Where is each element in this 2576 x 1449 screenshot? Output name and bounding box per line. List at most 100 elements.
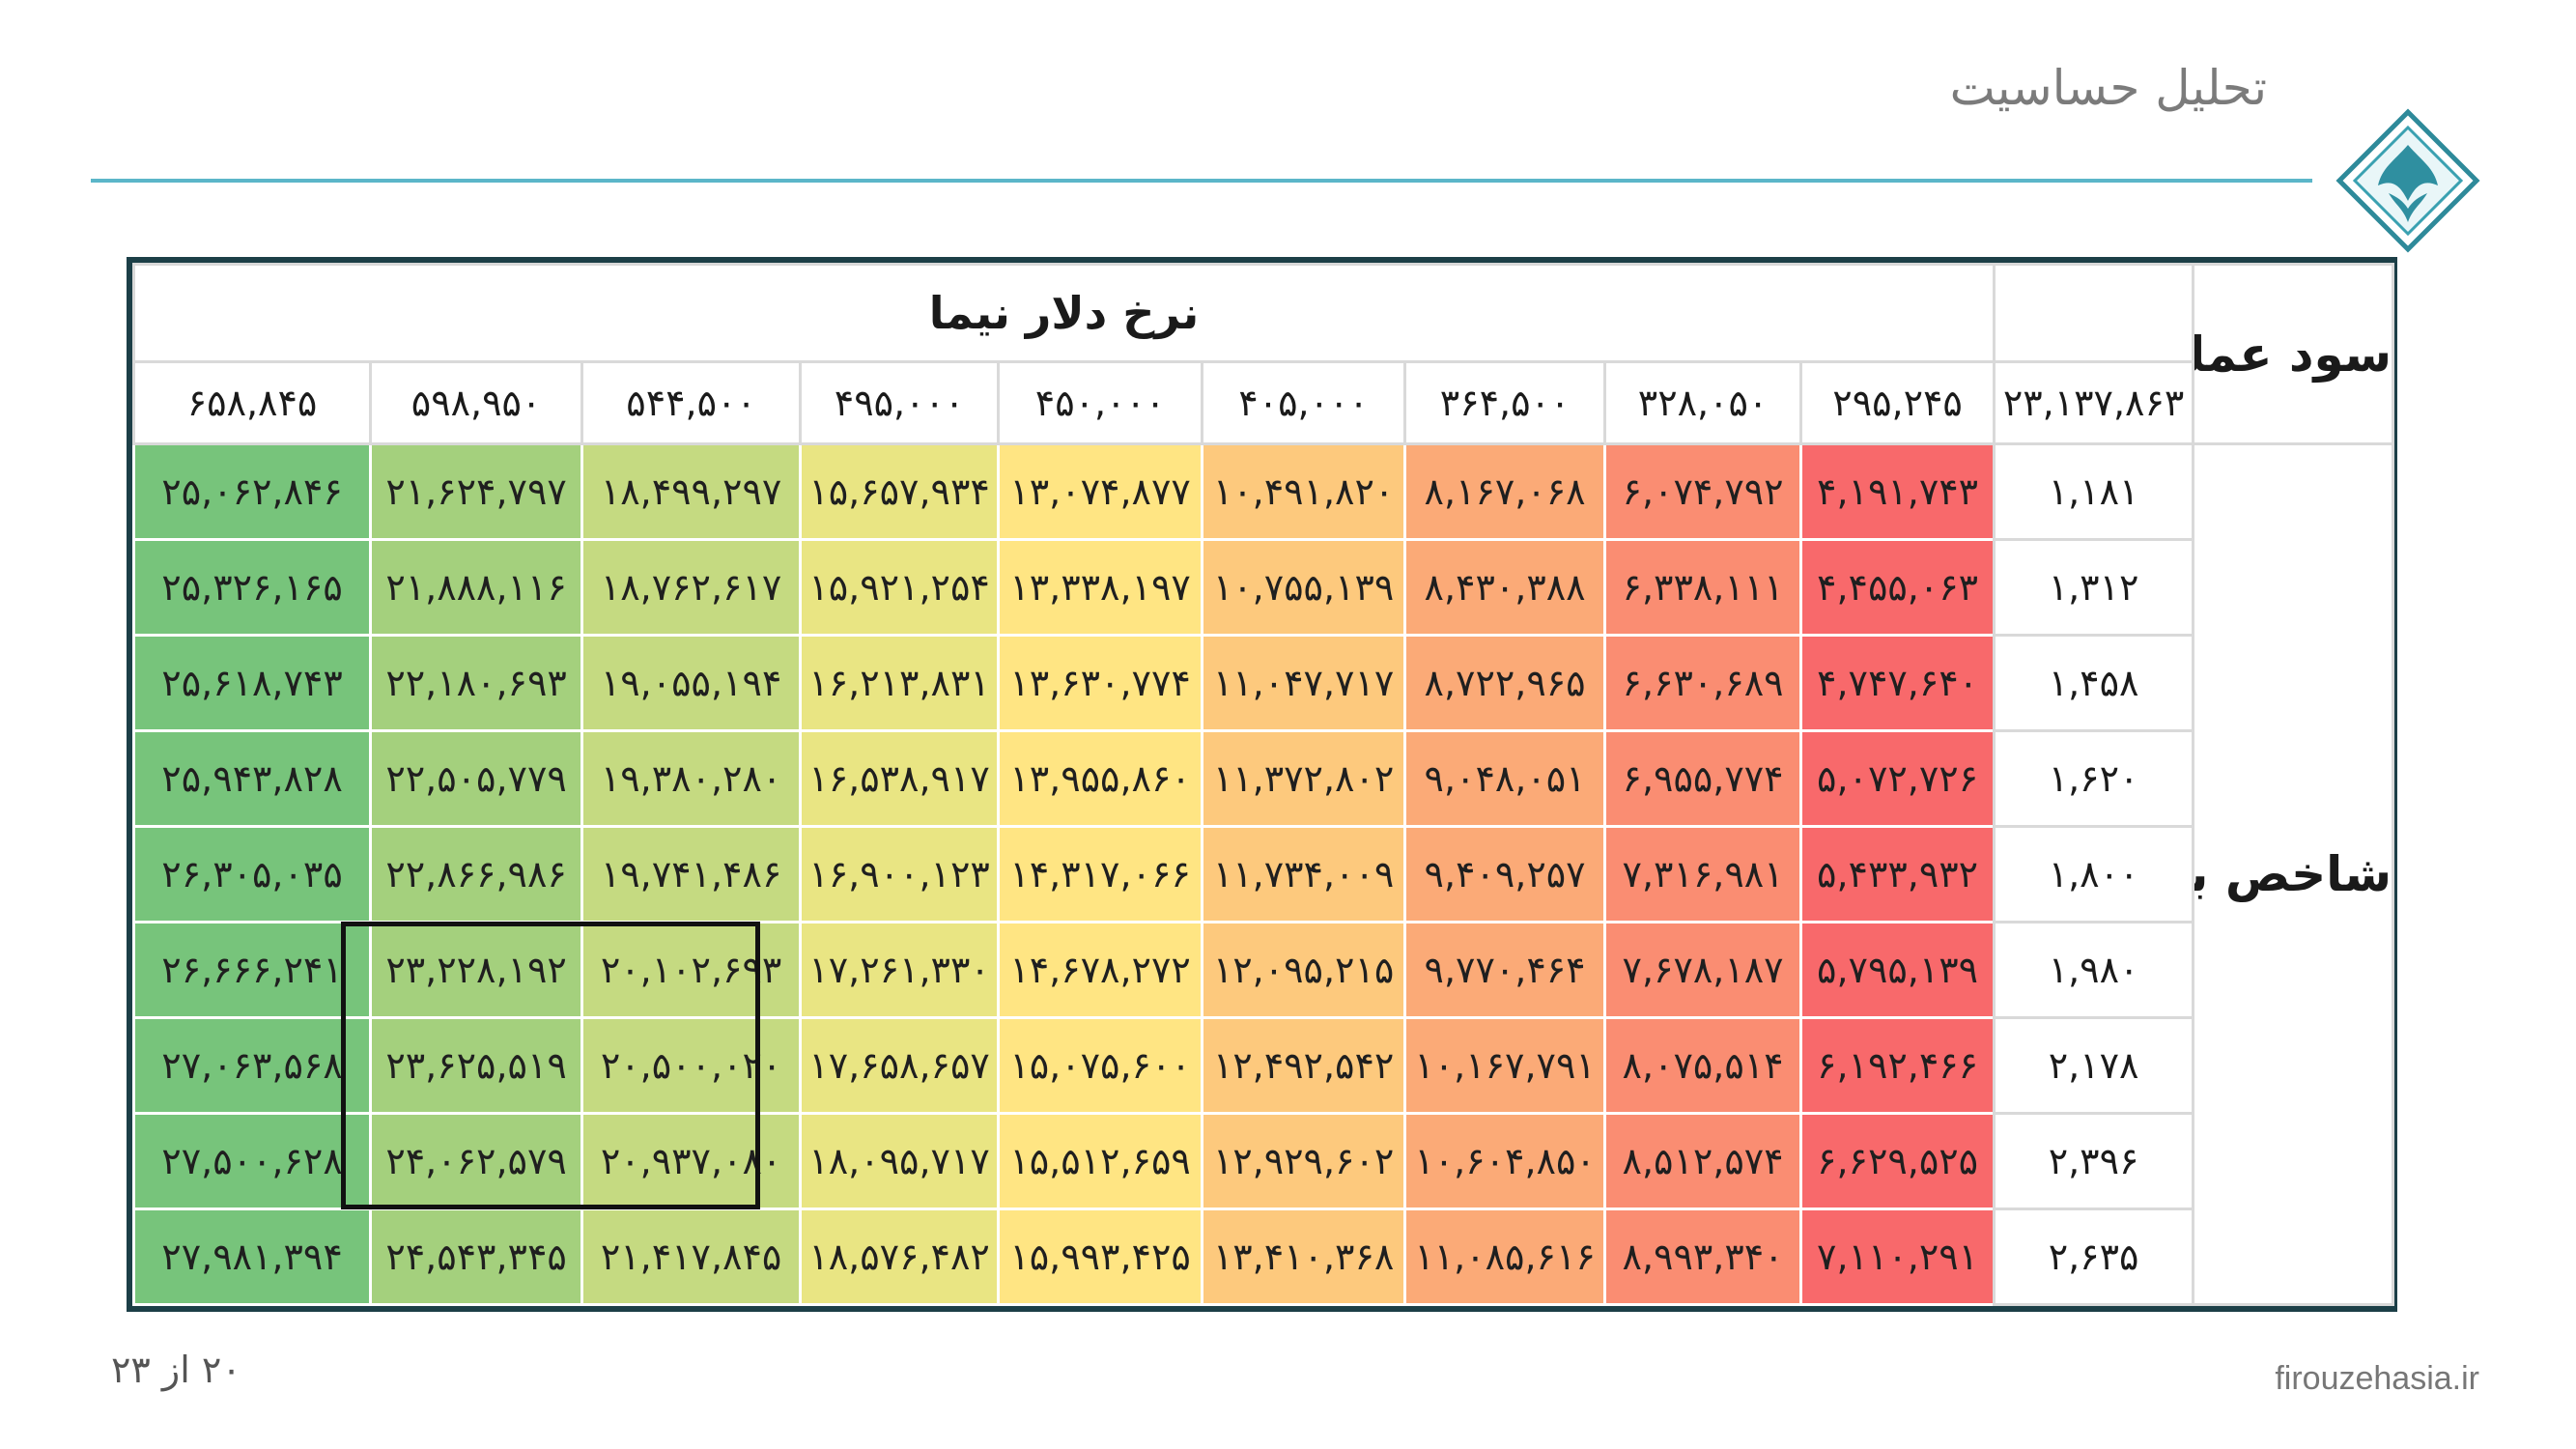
table-cell: ۱۵,۹۹۳,۴۲۵	[997, 1208, 1204, 1306]
cell-value: ۵,۰۷۲,۷۲۶	[1817, 757, 1979, 800]
cell-value: ۱۸,۵۷۶,۴۸۲	[808, 1236, 990, 1278]
cell-value: ۷,۶۷۸,۱۸۷	[1622, 949, 1784, 991]
top-axis-label-cell: نرخ دلار نیما	[131, 263, 1996, 363]
table-cell: ۲۳,۲۲۸,۱۹۲	[369, 921, 584, 1019]
table-row: ۱,۸۰۰ ۵,۴۳۳,۹۳۲ ۷,۳۱۶,۹۸۱ ۹,۴۰۹,۲۵۷ ۱۱,۷۳۴,۰…	[131, 825, 2393, 923]
table-cell: ۶,۶۳۰,۶۸۹	[1603, 634, 1803, 732]
cell-value: ۲۷,۵۰۰,۶۲۸	[161, 1140, 343, 1182]
cell-value: ۶,۶۲۹,۵۲۵	[1817, 1140, 1979, 1182]
company-logo-icon	[2335, 108, 2480, 253]
corner-label: سود عملیاتی	[2193, 326, 2392, 383]
column-header-value: ۴۹۵,۰۰۰	[834, 382, 965, 424]
table-cell: ۱۳,۰۷۴,۸۷۷	[997, 442, 1204, 541]
column-header-value: ۲۹۵,۲۴۵	[1832, 382, 1963, 424]
cell-value: ۱۱,۳۷۲,۸۰۲	[1212, 757, 1395, 800]
cell-value: ۲۵,۰۶۲,۸۴۶	[161, 470, 343, 513]
cell-value: ۲۲,۵۰۵,۷۷۹	[385, 757, 567, 800]
cell-value: ۲۰,۹۳۷,۰۸۰	[600, 1140, 782, 1182]
cell-value: ۱۵,۶۵۷,۹۳۴	[808, 470, 990, 513]
side-axis-label: شاخص بالتیک	[2196, 846, 2392, 902]
table-cell: ۲۳,۶۲۵,۵۱۹	[369, 1016, 584, 1115]
cell-value: ۱۴,۶۷۸,۲۷۲	[1009, 949, 1191, 991]
cell-value: ۲۴,۰۶۲,۵۷۹	[385, 1140, 567, 1182]
base-value-cell: ۲۳,۱۳۷,۸۶۳	[1993, 360, 2195, 445]
cell-value: ۱۳,۹۵۵,۸۶۰	[1009, 757, 1191, 800]
table-cell: ۱۳,۹۵۵,۸۶۰	[997, 729, 1204, 828]
table-cell: ۱۴,۳۱۷,۰۶۶	[997, 825, 1204, 923]
table-cell: ۸,۴۳۰,۳۸۸	[1403, 538, 1607, 637]
column-header-value: ۵۹۸,۹۵۰	[410, 382, 542, 424]
row-header-value: ۱,۱۸۱	[2048, 470, 2139, 513]
table-cell: ۱۵,۵۱۲,۶۵۹	[997, 1112, 1204, 1210]
table-cell: ۲۲,۱۸۰,۶۹۳	[369, 634, 584, 732]
cell-value: ۱۰,۶۰۴,۸۵۰	[1414, 1140, 1596, 1182]
table-cell: ۲۵,۰۶۲,۸۴۶	[131, 442, 373, 541]
table-cell: ۸,۹۹۳,۳۴۰	[1603, 1208, 1803, 1306]
row-header-value: ۲,۳۹۶	[2048, 1140, 2139, 1182]
cell-value: ۱۹,۰۵۵,۱۹۴	[600, 662, 782, 704]
row-header-value: ۱,۸۰۰	[2048, 853, 2139, 895]
cell-value: ۲۳,۲۲۸,۱۹۲	[385, 949, 567, 991]
table-cell: ۲۷,۰۶۳,۵۶۸	[131, 1016, 373, 1115]
table-cell: ۲۴,۰۶۲,۵۷۹	[369, 1112, 584, 1210]
table-cell: ۶,۳۳۸,۱۱۱	[1603, 538, 1803, 637]
cell-value: ۱۱,۰۴۷,۷۱۷	[1212, 662, 1395, 704]
table-cell: ۱۰,۶۰۴,۸۵۰	[1403, 1112, 1607, 1210]
cell-value: ۸,۱۶۷,۰۶۸	[1424, 470, 1586, 513]
table-cell: ۲۰,۵۰۰,۰۲۰	[580, 1016, 803, 1115]
table-cell: ۲۱,۶۲۴,۷۹۷	[369, 442, 584, 541]
table-cell: ۱۸,۰۹۵,۷۱۷	[799, 1112, 1001, 1210]
table-row: ۲,۱۷۸ ۶,۱۹۲,۴۶۶ ۸,۰۷۵,۵۱۴ ۱۰,۱۶۷,۷۹۱ ۱۲,۴۹۲,…	[131, 1016, 2393, 1115]
cell-value: ۱۰,۷۵۵,۱۳۹	[1212, 566, 1395, 609]
page-number: ۲۰ از ۲۳	[111, 1349, 241, 1391]
cell-value: ۱۱,۰۸۵,۶۱۶	[1414, 1236, 1596, 1278]
table-cell: ۲۲,۸۶۶,۹۸۶	[369, 825, 584, 923]
table-cell: ۲۶,۳۰۵,۰۳۵	[131, 825, 373, 923]
cell-value: ۱۸,۰۹۵,۷۱۷	[808, 1140, 990, 1182]
cell-value: ۱۳,۴۱۰,۳۶۸	[1212, 1236, 1395, 1278]
cell-value: ۸,۵۱۲,۵۷۴	[1622, 1140, 1784, 1182]
table-cell: ۱۶,۵۳۸,۹۱۷	[799, 729, 1001, 828]
cell-value: ۱۷,۲۶۱,۳۳۰	[808, 949, 990, 991]
table-cell: ۷,۳۱۶,۹۸۱	[1603, 825, 1803, 923]
row-header: ۱,۱۸۱	[1993, 442, 2195, 541]
column-header-value: ۴۵۰,۰۰۰	[1034, 382, 1166, 424]
table-row: ۱,۴۵۸ ۴,۷۴۷,۶۴۰ ۶,۶۳۰,۶۸۹ ۸,۷۲۲,۹۶۵ ۱۱,۰۴۷,۷…	[131, 634, 2393, 732]
cell-value: ۱۵,۹۲۱,۲۵۴	[808, 566, 990, 609]
table-cell: ۴,۱۹۱,۷۴۳	[1799, 442, 1996, 541]
cell-value: ۲۶,۶۶۶,۲۴۱	[161, 949, 343, 991]
row-header: ۱,۴۵۸	[1993, 634, 2195, 732]
cell-value: ۶,۹۵۵,۷۷۴	[1622, 757, 1784, 800]
table-cell: ۲۱,۸۸۸,۱۱۶	[369, 538, 584, 637]
table-cell: ۱۲,۰۹۵,۲۱۵	[1201, 921, 1407, 1019]
cell-value: ۱۷,۶۵۸,۶۵۷	[808, 1044, 990, 1087]
column-header: ۵۹۸,۹۵۰	[369, 360, 584, 445]
table-cell: ۹,۰۴۸,۰۵۱	[1403, 729, 1607, 828]
table-cell: ۸,۰۷۵,۵۱۴	[1603, 1016, 1803, 1115]
cell-value: ۱۰,۴۹۱,۸۲۰	[1212, 470, 1395, 513]
table-cell: ۵,۰۷۲,۷۲۶	[1799, 729, 1996, 828]
row-header: ۲,۳۹۶	[1993, 1112, 2195, 1210]
column-header: ۴۵۰,۰۰۰	[997, 360, 1204, 445]
cell-value: ۲۴,۵۴۳,۳۴۵	[385, 1236, 567, 1278]
table-cell: ۴,۷۴۷,۶۴۰	[1799, 634, 1996, 732]
cell-value: ۱۱,۷۳۴,۰۰۹	[1212, 853, 1395, 895]
table-cell: ۲۵,۳۲۶,۱۶۵	[131, 538, 373, 637]
cell-value: ۵,۷۹۵,۱۳۹	[1817, 949, 1979, 991]
row-header-value: ۱,۹۸۰	[2048, 949, 2139, 991]
table-cell: ۱۰,۱۶۷,۷۹۱	[1403, 1016, 1607, 1115]
cell-value: ۱۳,۳۳۸,۱۹۷	[1009, 566, 1191, 609]
row-header: ۲,۶۳۵	[1993, 1208, 2195, 1306]
cell-value: ۲۰,۵۰۰,۰۲۰	[600, 1044, 782, 1087]
cell-value: ۲۵,۳۲۶,۱۶۵	[161, 566, 343, 609]
row-header: ۱,۶۲۰	[1993, 729, 2195, 828]
column-header: ۲۹۵,۲۴۵	[1799, 360, 1996, 445]
table-row: ۱,۳۱۲ ۴,۴۵۵,۰۶۳ ۶,۳۳۸,۱۱۱ ۸,۴۳۰,۳۸۸ ۱۰,۷۵۵,۱…	[131, 538, 2393, 637]
cell-value: ۲۲,۱۸۰,۶۹۳	[385, 662, 567, 704]
table-cell: ۱۰,۴۹۱,۸۲۰	[1201, 442, 1407, 541]
cell-value: ۴,۱۹۱,۷۴۳	[1817, 470, 1979, 513]
table-cell: ۶,۶۲۹,۵۲۵	[1799, 1112, 1996, 1210]
cell-value: ۲۷,۰۶۳,۵۶۸	[161, 1044, 343, 1087]
table-cell: ۱۱,۰۴۷,۷۱۷	[1201, 634, 1407, 732]
website-url: firouzehasia.ir	[2275, 1360, 2479, 1397]
